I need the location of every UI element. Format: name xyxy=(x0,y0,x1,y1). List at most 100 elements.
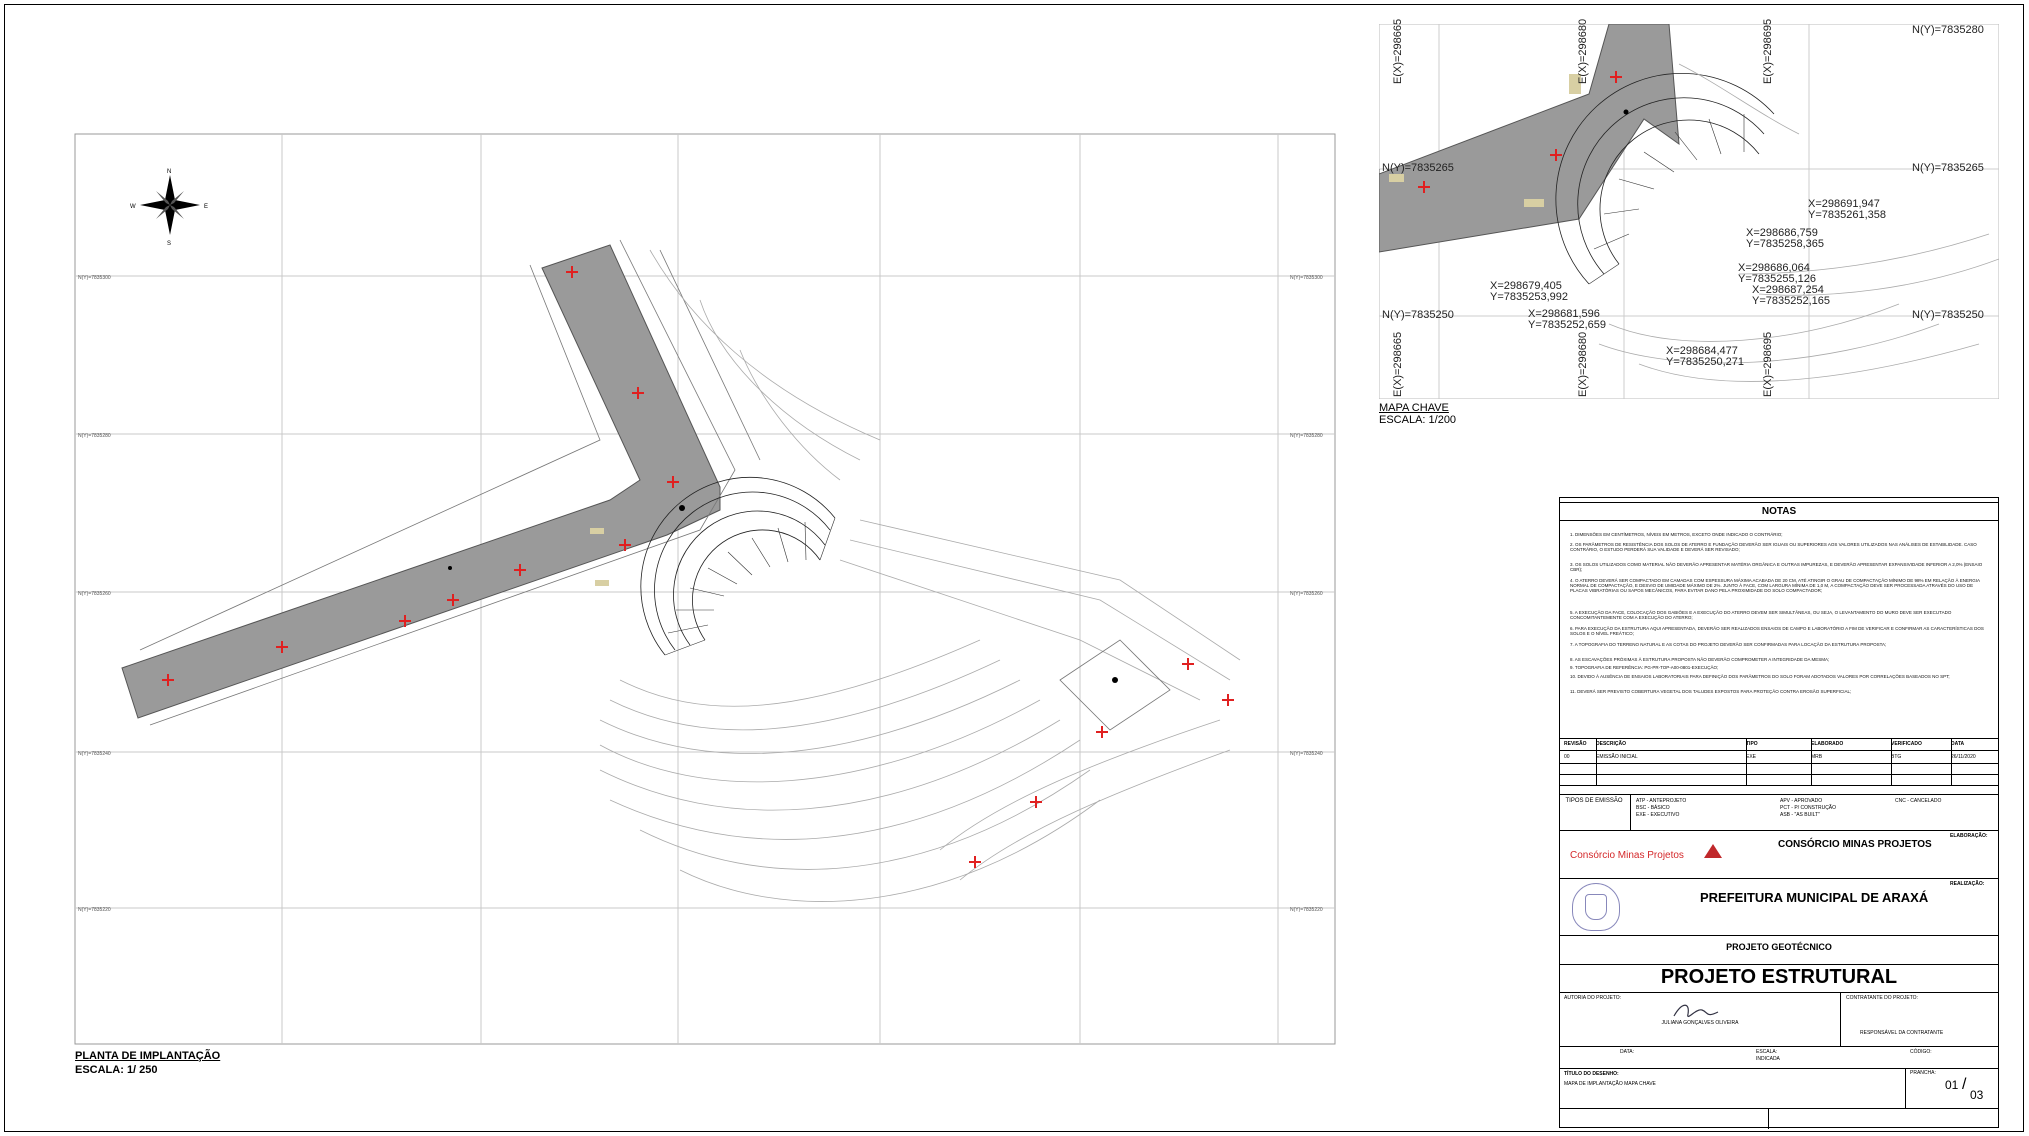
survey-point-marker xyxy=(1610,71,1622,83)
svg-text:W: W xyxy=(130,204,136,210)
author-label: AUTORIA DO PROJETO: xyxy=(1564,995,1622,1001)
implantation-plan: N(Y)=7835300 N(Y)=7835280 N(Y)=7835260 N(Y… xyxy=(74,133,1336,1045)
sheet-number: 01 xyxy=(1945,1078,1959,1092)
survey-point-marker xyxy=(276,641,288,653)
executor-name: CONSÓRCIO MINAS PROJETOS xyxy=(1778,839,1932,850)
note-item: 2. OS PARÂMETROS DE RESISTÊNCIA DOS SOLO… xyxy=(1570,542,1977,552)
survey-point-marker xyxy=(667,476,679,488)
note-item: 10. DEVIDO À AUSÊNCIA DE ENSAIOS LABORAT… xyxy=(1570,674,1950,679)
drawing-title: MAPA DE IMPLANTAÇÃO MAPA CHAVE xyxy=(1564,1081,1656,1087)
notes-heading: NOTAS xyxy=(1761,506,1797,517)
project-type: PROJETO GEOTÉCNICO xyxy=(1726,942,1832,952)
svg-text:N(Y)=7835300: N(Y)=7835300 xyxy=(78,275,111,281)
keymap-grid-label: N(Y)=7835265 xyxy=(1912,162,1984,174)
keymap-caption: MAPA CHAVE xyxy=(1379,402,1449,414)
keymap-grid-label: E(X)=298665 xyxy=(1392,18,1404,84)
survey-point-marker xyxy=(619,539,631,551)
note-item: 11. DEVERÁ SER PREVISTO COBERTURA VEGETA… xyxy=(1570,689,1852,694)
survey-point-marker xyxy=(1418,181,1430,193)
keymap-grid-label: N(Y)=7835250 xyxy=(1912,309,1984,321)
survey-point-marker xyxy=(162,674,174,686)
scale-label: ESCALA: xyxy=(1756,1049,1778,1055)
survey-point-marker xyxy=(632,387,644,399)
svg-text:N(Y)=7835260: N(Y)=7835260 xyxy=(1290,591,1323,597)
point-coordinate: X=298681,596 Y=7835252,659 xyxy=(1528,308,1606,331)
survey-point-marker xyxy=(969,856,981,868)
point-coordinate: X=298684,477 Y=7835250,271 xyxy=(1666,345,1744,368)
survey-point-marker xyxy=(1222,694,1234,706)
survey-point-marker xyxy=(1030,796,1042,808)
svg-text:E: E xyxy=(204,204,208,210)
project-title: PROJETO ESTRUTURAL xyxy=(1660,966,1898,988)
survey-point-marker xyxy=(399,615,411,627)
point-coordinate: X=298686,759 Y=7835258,365 xyxy=(1746,227,1824,250)
plan-caption: PLANTA DE IMPLANTAÇÃO xyxy=(75,1050,221,1062)
sheet-total: 03 xyxy=(1970,1088,1984,1102)
plan-scale: ESCALA: 1/ 250 xyxy=(75,1064,158,1076)
contractor-responsible: RESPONSÁVEL DA CONTRATANTE xyxy=(1860,1030,1944,1036)
revision-row: 00 EMISSÃO INICIAL EXE MRB BTG 26/11/202… xyxy=(1564,754,1976,760)
keymap-grid-label: N(Y)=7835280 xyxy=(1912,24,1984,36)
svg-text:N(Y)=7835240: N(Y)=7835240 xyxy=(1290,751,1323,757)
client-name: PREFEITURA MUNICIPAL DE ARAXÁ xyxy=(1700,890,1929,905)
revision-header: REVISÃO DESCRIÇÃO TIPO ELABORADO VERIFIC… xyxy=(1564,741,1965,747)
keymap-grid-label: N(Y)=7835250 xyxy=(1382,309,1454,321)
contractor-label: CONTRATANTE DO PROJETO: xyxy=(1846,995,1918,1001)
survey-point-marker xyxy=(447,594,459,606)
svg-text:N(Y)=7835240: N(Y)=7835240 xyxy=(78,751,111,757)
svg-text:S: S xyxy=(167,241,171,247)
note-item: 9. TOPOGRAFIA DE REFERÊNCIA: PG-PR-TOP-A… xyxy=(1570,665,1719,670)
north-arrow-icon: N S W E xyxy=(130,169,208,247)
point-coordinate: X=298687,254 Y=7835252,165 xyxy=(1752,284,1830,307)
keymap-grid-label: E(X)=298680 xyxy=(1577,331,1589,397)
point-coordinate: X=298679,405 Y=7835253,992 xyxy=(1490,280,1568,303)
keymap-grid-label: E(X)=298680 xyxy=(1577,18,1589,84)
note-item: 6. PARA EXECUÇÃO DA ESTRUTURA AQUI APRES… xyxy=(1570,626,1984,636)
scale-value: INDICADA xyxy=(1756,1056,1780,1062)
emission-types-list: ATP - ANTEPROJETO BSC - BÁSICO EXE - EXE… xyxy=(1636,798,1687,818)
client-label: REALIZAÇÃO: xyxy=(1950,881,1985,887)
plan-grid xyxy=(75,134,1335,1044)
survey-point-marker xyxy=(566,266,578,278)
svg-text:N(Y)=7835300: N(Y)=7835300 xyxy=(1290,275,1323,281)
svg-text:N(Y)=7835280: N(Y)=7835280 xyxy=(78,433,111,439)
keymap-scale: ESCALA: 1/200 xyxy=(1379,414,1457,426)
drawing-sheet xyxy=(4,4,2024,1132)
date-label: DATA: xyxy=(1620,1049,1634,1055)
consortium-logo-icon xyxy=(1704,844,1722,858)
sheet-label: PRANCHA: xyxy=(1910,1070,1936,1076)
retaining-wall xyxy=(640,476,836,656)
survey-point-marker xyxy=(1550,149,1562,161)
point-coordinate: X=298691,947 Y=7835261,358 xyxy=(1808,198,1886,221)
keymap-grid-label: E(X)=298665 xyxy=(1392,331,1404,397)
drawing-title-label: TÍTULO DO DESENHO: xyxy=(1564,1071,1619,1077)
signature-icon xyxy=(1673,1004,1719,1018)
author-name: JULIANA GONÇALVES OLIVEIRA xyxy=(1661,1020,1739,1026)
contour-lines xyxy=(599,249,1241,902)
executor-logo-text: Consórcio Minas Projetos xyxy=(1570,850,1684,861)
svg-text:N(Y)=7835280: N(Y)=7835280 xyxy=(1290,433,1323,439)
keymap-grid-label: E(X)=298695 xyxy=(1762,18,1774,84)
plan-frame xyxy=(74,133,1336,1045)
survey-point-marker xyxy=(1182,658,1194,670)
survey-point-marker xyxy=(514,564,526,576)
svg-text:N(Y)=7835260: N(Y)=7835260 xyxy=(78,591,111,597)
note-item: 4. O ATERRO DEVERÁ SER COMPACTADO EM CAM… xyxy=(1570,578,1980,593)
executor-label: ELABORAÇÃO: xyxy=(1950,833,1988,839)
note-item: 5. A EXECUÇÃO DA FACE, COLOCAÇÃO DOS GAB… xyxy=(1570,610,1952,620)
note-item: 3. OS SOLOS UTILIZADOS COMO MATERIAL NÃO… xyxy=(1570,562,1983,572)
note-item: 7. A TOPOGRAFIA DO TERRENO NATURAL E AS … xyxy=(1570,642,1887,647)
svg-text:N(Y)=7835220: N(Y)=7835220 xyxy=(1290,907,1323,913)
key-map xyxy=(1379,24,1999,399)
code-label: CÓDIGO: xyxy=(1910,1049,1932,1055)
svg-text:N(Y)=7835220: N(Y)=7835220 xyxy=(78,907,111,913)
svg-text:N: N xyxy=(167,169,171,175)
point-coordinate: X=298686,064 Y=7835255,126 xyxy=(1738,262,1816,285)
keymap-grid-label: N(Y)=7835265 xyxy=(1382,162,1454,174)
title-block: NOTAS 1. DIMENSÕES EM CENTÍMETROS, NÍVEI… xyxy=(1559,497,1999,1129)
road-area xyxy=(121,244,721,719)
keymap-grid-label: E(X)=298695 xyxy=(1762,331,1774,397)
note-item: 8. AS ESCAVAÇÕES PRÓXIMAS À ESTRUTURA PR… xyxy=(1570,657,1830,662)
municipal-seal-icon xyxy=(1572,883,1620,931)
note-item: 1. DIMENSÕES EM CENTÍMETROS, NÍVEIS EM M… xyxy=(1570,532,1783,537)
